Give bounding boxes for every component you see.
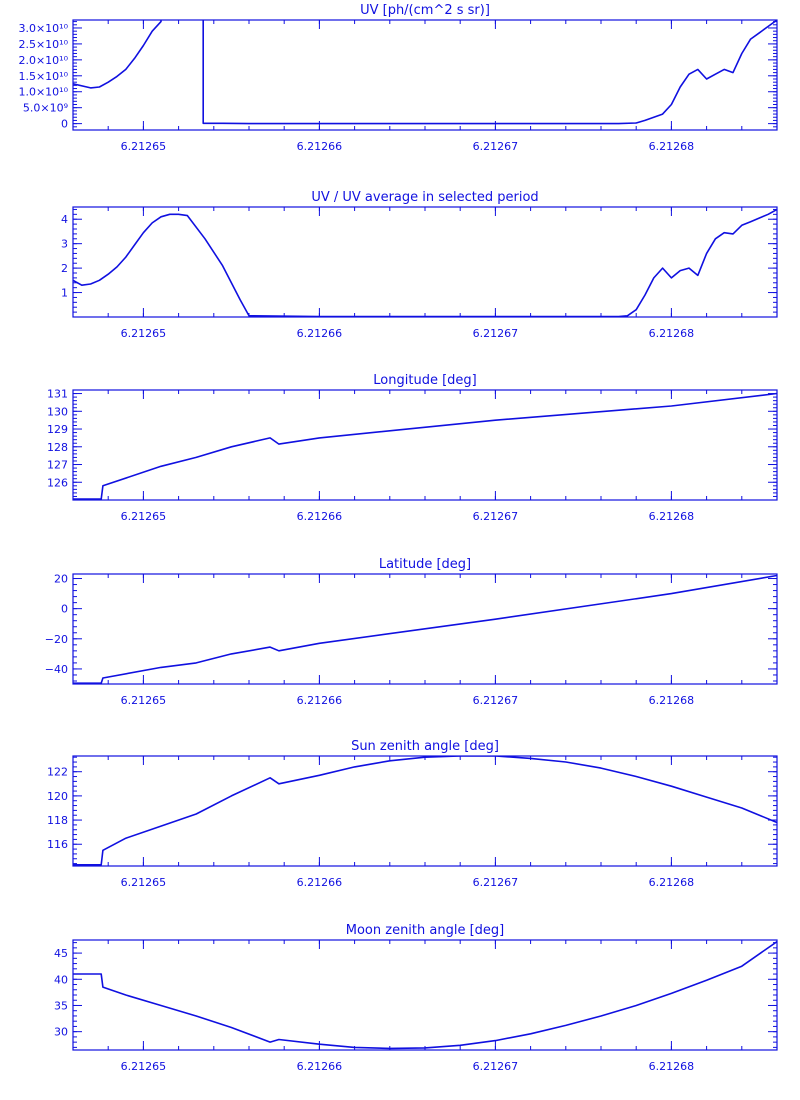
x-tick-label: 6.21266 — [297, 510, 343, 523]
y-tick-label: 30 — [54, 1026, 68, 1039]
y-tick-label: 1.5×10¹⁰ — [18, 70, 68, 83]
plot-frame — [72, 19, 778, 131]
series-line — [73, 392, 777, 500]
panel-6: Moon zenith angle [deg] 30 35 40 45 6.21265 6.… — [54, 923, 778, 1073]
panel-title: Longitude [deg] — [373, 373, 476, 388]
x-tick-label: 6.21267 — [473, 1060, 519, 1073]
x-tick-label: 6.21265 — [121, 510, 167, 523]
y-tick-label: 0 — [61, 603, 68, 616]
x-tick-label: 6.21266 — [297, 694, 343, 707]
panel-3: Longitude [deg] 126 127 128 129 130 131 6.21265… — [47, 373, 778, 523]
y-tick-label: 3.0×10¹⁰ — [18, 22, 68, 35]
y-tick-label: 35 — [54, 999, 68, 1012]
y-tick-label: 120 — [47, 790, 68, 803]
x-tick-label: 6.21267 — [473, 510, 519, 523]
panel-4: Latitude [deg] −40 −20 0 20 6.21265 6.21266 6.2… — [45, 557, 778, 707]
panel-title: Latitude [deg] — [379, 557, 471, 572]
y-tick-label: 1 — [61, 287, 68, 300]
series-line — [73, 208, 777, 317]
panel-title: UV [ph/(cm^2 s sr)] — [360, 3, 490, 18]
x-tick-label: 6.21265 — [121, 876, 167, 889]
y-tick-label: −20 — [45, 633, 68, 646]
y-tick-label: 2 — [61, 262, 68, 275]
x-tick-label: 6.21267 — [473, 140, 519, 153]
x-tick-label: 6.21268 — [649, 327, 695, 340]
x-tick-label: 6.21265 — [121, 1060, 167, 1073]
y-tick-label: 20 — [54, 573, 68, 586]
y-tick-label: 130 — [47, 405, 68, 418]
y-tick-label: 116 — [47, 838, 68, 851]
x-tick-label: 6.21268 — [649, 510, 695, 523]
panel-2: UV / UV average in selected period 1 2 3 4 6.… — [61, 190, 778, 340]
y-tick-label: 122 — [47, 766, 68, 779]
x-tick-label: 6.21265 — [121, 140, 167, 153]
x-tick-label: 6.21265 — [121, 694, 167, 707]
y-tick-label: 131 — [47, 388, 68, 401]
panel-title: UV / UV average in selected period — [311, 190, 538, 205]
series-line — [73, 20, 777, 125]
plot-frame — [72, 755, 778, 867]
panel-1: UV [ph/(cm^2 s sr)] 0 5.0×10⁹ 1.0×10¹⁰ 1.5×1… — [18, 3, 778, 153]
series-line — [73, 940, 777, 1050]
y-tick-label: 4 — [61, 213, 68, 226]
x-tick-label: 6.21267 — [473, 876, 519, 889]
x-tick-label: 6.21266 — [297, 1060, 343, 1073]
y-tick-label: 40 — [54, 973, 68, 986]
x-tick-label: 6.21268 — [649, 876, 695, 889]
y-tick-label: 0 — [61, 118, 68, 131]
y-tick-label: 2.0×10¹⁰ — [18, 54, 68, 67]
panel-title: Sun zenith angle [deg] — [351, 739, 499, 754]
panel-title: Moon zenith angle [deg] — [346, 923, 504, 938]
y-tick-label: 5.0×10⁹ — [23, 102, 68, 115]
y-tick-label: 128 — [47, 441, 68, 454]
series-line — [73, 756, 777, 866]
y-tick-label: −40 — [45, 663, 68, 676]
plot-frame — [72, 206, 778, 318]
x-tick-label: 6.21265 — [121, 327, 167, 340]
x-tick-label: 6.21266 — [297, 876, 343, 889]
y-tick-label: 126 — [47, 476, 68, 489]
y-tick-label: 1.0×10¹⁰ — [18, 86, 68, 99]
x-tick-label: 6.21266 — [297, 140, 343, 153]
x-tick-label: 6.21268 — [649, 140, 695, 153]
y-tick-label: 45 — [54, 947, 68, 960]
series-line — [73, 574, 777, 684]
y-tick-label: 129 — [47, 423, 68, 436]
x-tick-label: 6.21266 — [297, 327, 343, 340]
x-tick-label: 6.21267 — [473, 694, 519, 707]
panel-5: Sun zenith angle [deg] 116 118 120 122 6.2126… — [47, 739, 778, 889]
y-tick-label: 118 — [47, 814, 68, 827]
y-tick-label: 2.5×10¹⁰ — [18, 38, 68, 51]
x-tick-label: 6.21268 — [649, 1060, 695, 1073]
y-tick-label: 127 — [47, 459, 68, 472]
x-tick-label: 6.21268 — [649, 694, 695, 707]
plot-frame — [72, 939, 778, 1051]
x-tick-label: 6.21267 — [473, 327, 519, 340]
y-tick-label: 3 — [61, 238, 68, 251]
